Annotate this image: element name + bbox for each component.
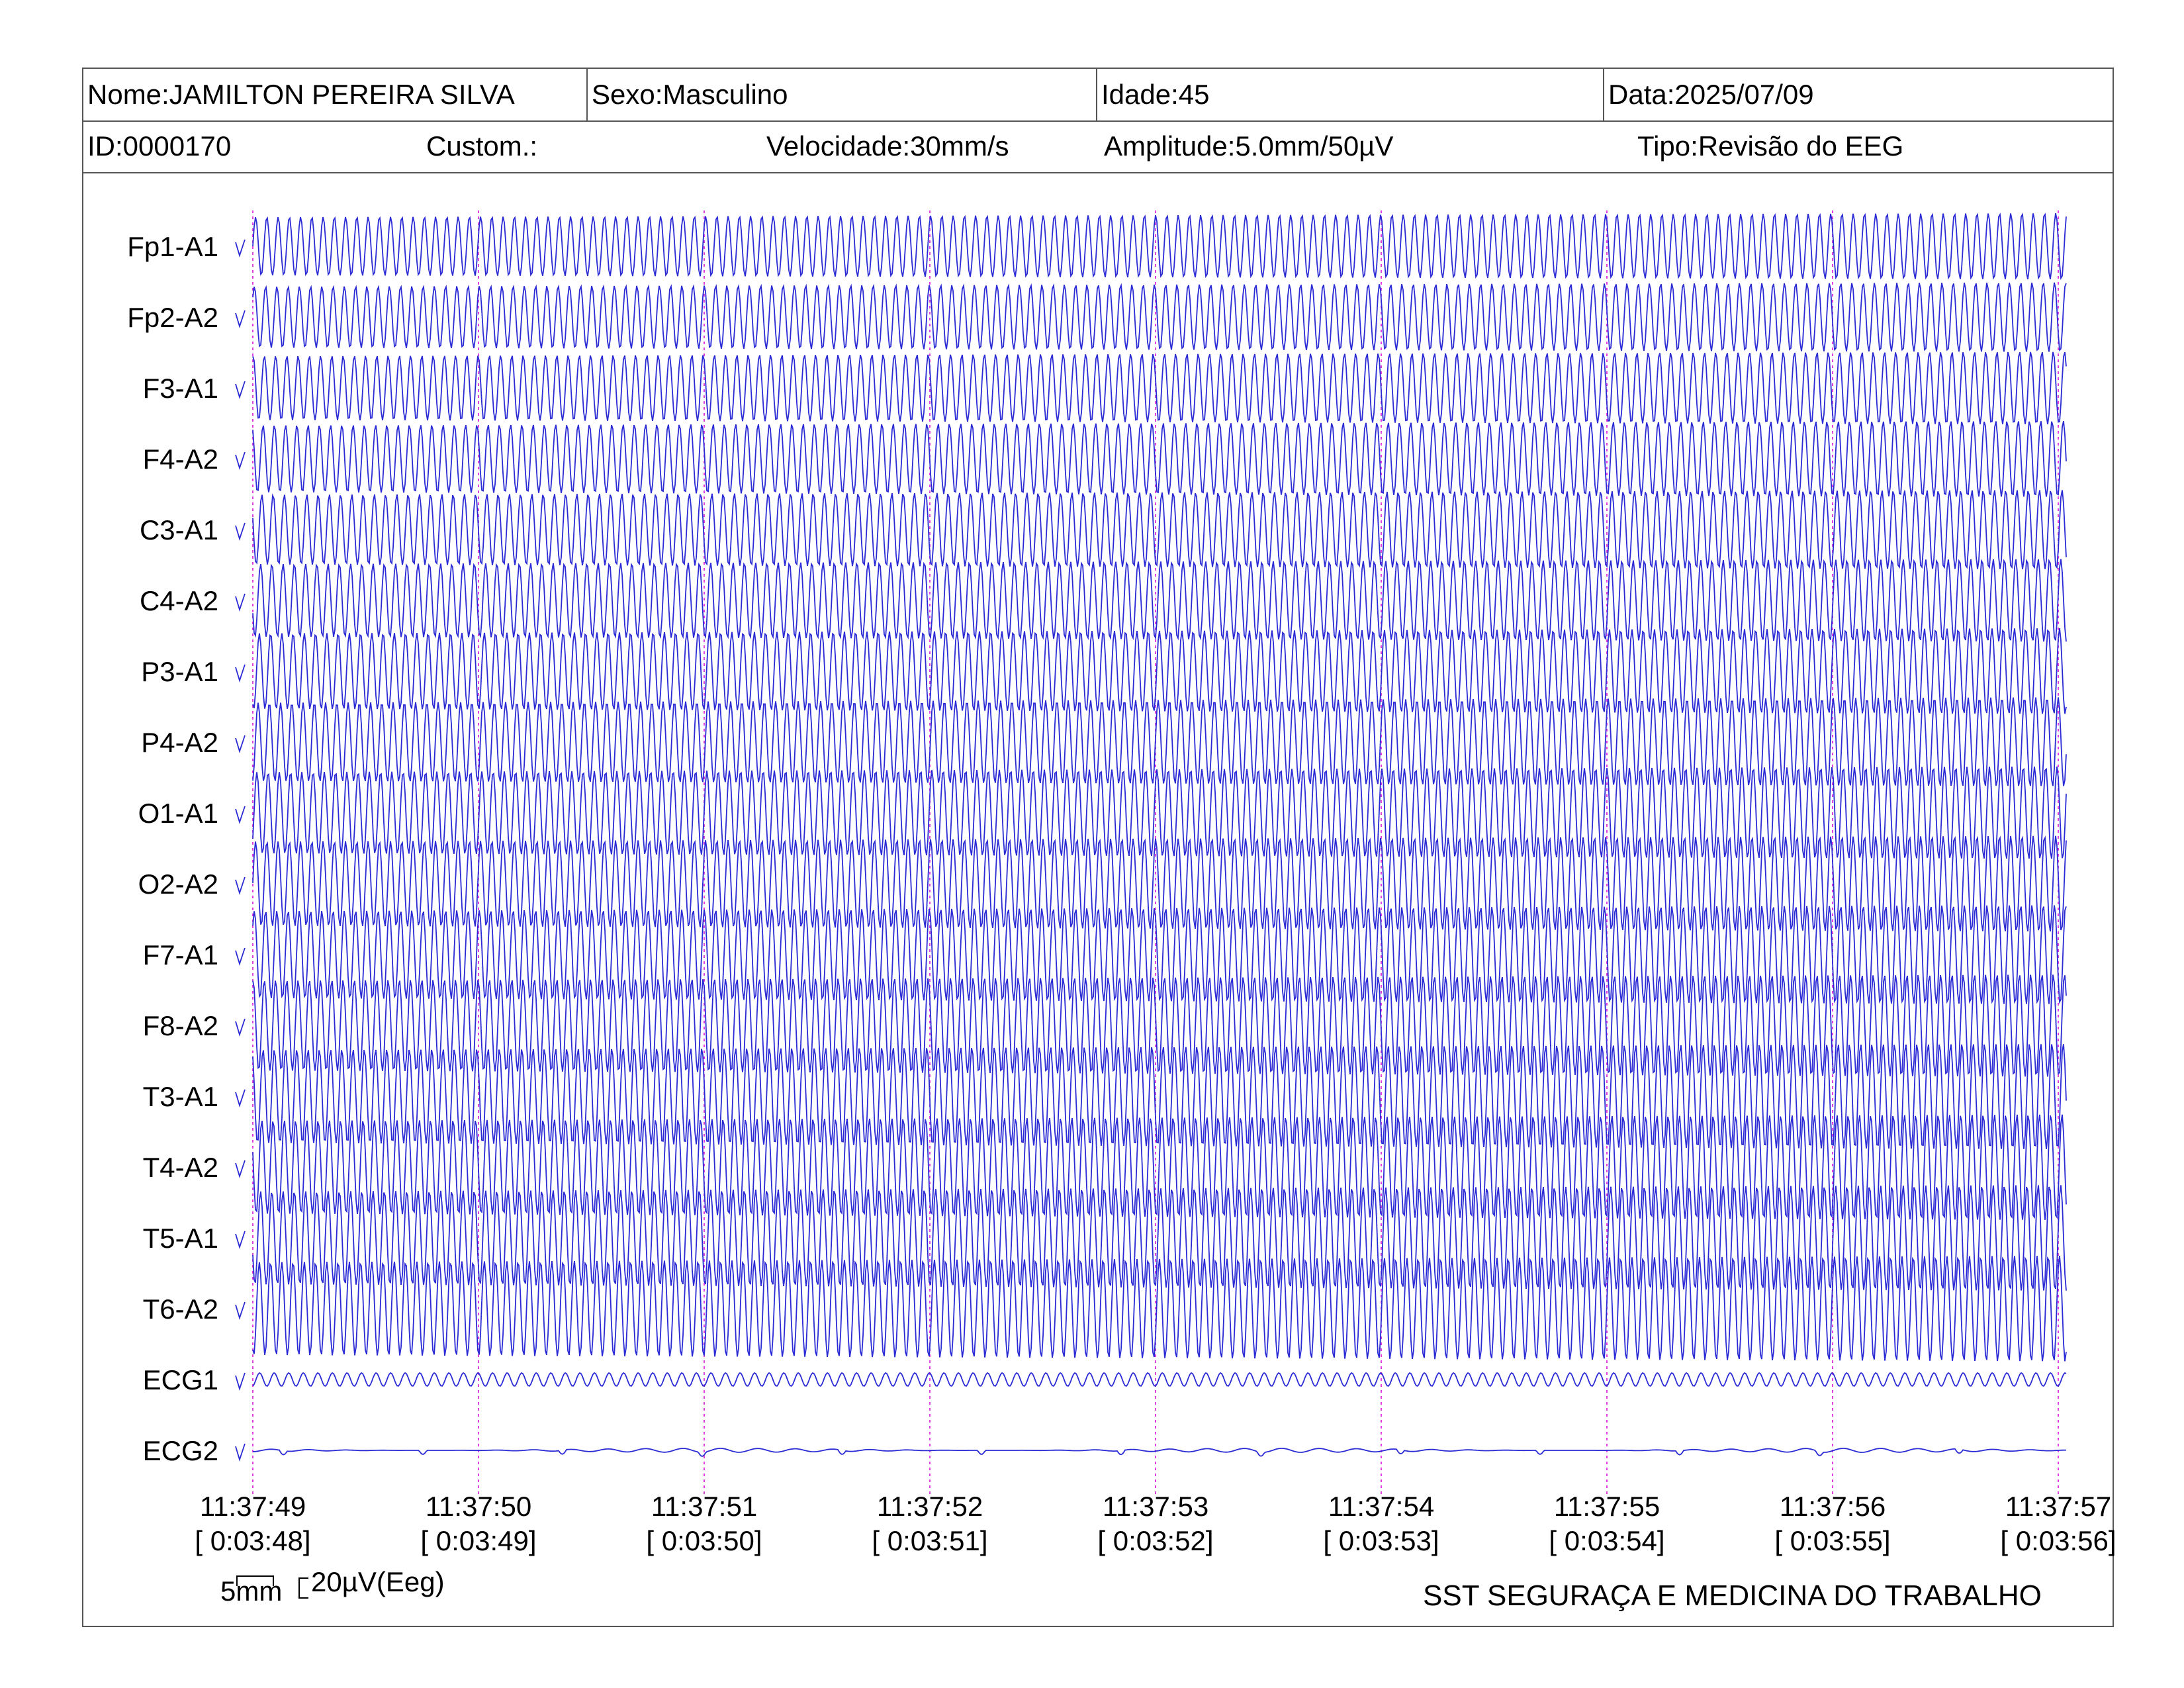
time-tick-elapsed: [ 0:03:48] xyxy=(195,1525,310,1556)
channel-label: Fp1-A1 xyxy=(127,231,218,262)
time-tick-clock: 11:37:57 xyxy=(2005,1491,2111,1522)
patient-name: Nome:JAMILTON PEREIRA SILVA xyxy=(87,79,515,110)
time-tick-elapsed: [ 0:03:50] xyxy=(646,1525,762,1556)
channel-label: T5-A1 xyxy=(143,1223,218,1254)
trace-f4-a2 xyxy=(252,420,2067,497)
trace-t6-a2 xyxy=(252,1256,2067,1362)
channel-label: C4-A2 xyxy=(140,585,218,616)
trace-f3-a1 xyxy=(252,352,2067,425)
time-tick-clock: 11:37:51 xyxy=(651,1491,757,1522)
trace-p4-a2 xyxy=(252,697,2067,786)
time-tick-clock: 11:37:55 xyxy=(1554,1491,1660,1522)
trace-o1-a1 xyxy=(252,766,2067,859)
time-tick-clock: 11:37:54 xyxy=(1328,1491,1434,1522)
trace-ecg2 xyxy=(252,1448,2066,1457)
channel-label: Fp2-A2 xyxy=(127,302,218,333)
trace-t5-a1 xyxy=(252,1185,2067,1291)
channel-label: O2-A2 xyxy=(138,868,218,900)
time-scale-bar xyxy=(236,1575,274,1586)
eeg-traces xyxy=(235,212,2067,1462)
channel-label: O1-A1 xyxy=(138,798,218,829)
trace-start-mark xyxy=(235,1018,246,1037)
time-tick-elapsed: [ 0:03:56] xyxy=(2000,1525,2116,1556)
time-tick-elapsed: [ 0:03:53] xyxy=(1323,1525,1439,1556)
trace-start-mark xyxy=(235,451,246,470)
trace-f7-a1 xyxy=(252,905,2067,1004)
speed-setting: Velocidade:30mm/s xyxy=(766,130,1009,162)
exam-type: Tipo:Revisão do EEG xyxy=(1637,130,1904,162)
trace-t3-a1 xyxy=(252,1044,2067,1149)
trace-start-mark xyxy=(235,310,246,328)
trace-fp1-a1 xyxy=(252,212,2067,280)
trace-start-mark xyxy=(235,735,246,753)
channel-label: ECG2 xyxy=(143,1435,218,1466)
trace-start-mark xyxy=(235,593,246,612)
trace-start-mark xyxy=(235,1443,246,1462)
channel-label: T6-A2 xyxy=(143,1293,218,1325)
trace-start-mark xyxy=(235,1231,246,1249)
trace-start-mark xyxy=(235,947,246,966)
trace-f8-a2 xyxy=(252,974,2067,1077)
trace-start-mark xyxy=(235,522,246,541)
time-tick-elapsed: [ 0:03:52] xyxy=(1097,1525,1213,1556)
time-tick-clock: 11:37:52 xyxy=(877,1491,983,1522)
patient-id: ID:0000170 xyxy=(87,130,232,162)
scale-5mm-label: 5mm xyxy=(220,1575,283,1607)
time-tick-clock: 11:37:49 xyxy=(200,1491,306,1522)
channel-label: T4-A2 xyxy=(143,1152,218,1183)
scale-amplitude-label: 20µV(Eeg) xyxy=(311,1566,445,1597)
trace-start-mark xyxy=(235,239,246,258)
channel-labels: Fp1-A1 Fp2-A2 F3-A1 F4-A2 C3-A1 C4-A2 P3-A1 P4-… xyxy=(127,231,218,1466)
channel-label: F8-A2 xyxy=(143,1010,218,1041)
trace-start-mark xyxy=(235,806,246,824)
trace-fp2-a2 xyxy=(252,282,2067,352)
trace-start-mark xyxy=(235,1160,246,1178)
trace-t4-a2 xyxy=(252,1114,2067,1220)
header-row-1: Nome:JAMILTON PEREIRA SILVA Sexo:Masculi… xyxy=(83,69,2113,122)
time-tick-elapsed: [ 0:03:55] xyxy=(1774,1525,1890,1556)
patient-age: Idade:45 xyxy=(1096,69,1603,120)
amplitude-scale-bar xyxy=(298,1577,308,1599)
channel-label: P4-A2 xyxy=(141,727,218,758)
amplitude-setting: Amplitude:5.0mm/50µV xyxy=(1104,130,1394,162)
trace-ecg1 xyxy=(252,1372,2067,1387)
time-tick-clock: 11:37:56 xyxy=(1780,1491,1886,1522)
channel-label: F3-A1 xyxy=(143,373,218,404)
patient-sex: Sexo:Masculino xyxy=(586,69,1096,120)
trace-c4-a2 xyxy=(252,558,2067,642)
channel-label: F4-A2 xyxy=(143,444,218,475)
time-tick-elapsed: [ 0:03:51] xyxy=(872,1525,987,1556)
report-frame: Nome:JAMILTON PEREIRA SILVA Sexo:Masculi… xyxy=(82,68,2114,1627)
company-footer: SST SEGURAÇA E MEDICINA DO TRABALHO xyxy=(1423,1579,2042,1612)
channel-label: ECG1 xyxy=(143,1364,218,1395)
custom-field: Custom.: xyxy=(426,130,538,162)
time-tick-elapsed: [ 0:03:54] xyxy=(1549,1525,1664,1556)
time-tick-elapsed: [ 0:03:49] xyxy=(420,1525,536,1556)
channel-label: F7-A1 xyxy=(143,939,218,970)
trace-start-mark xyxy=(235,1089,246,1107)
scale-bar xyxy=(236,1575,308,1599)
trace-o2-a2 xyxy=(252,835,2067,932)
trace-c3-a1 xyxy=(252,490,2067,569)
trace-start-mark xyxy=(235,1372,246,1391)
header-row-2: ID:0000170 Custom.: Velocidade:30mm/s Am… xyxy=(83,120,2113,173)
trace-p3-a1 xyxy=(252,628,2067,714)
time-tick-clock: 11:37:53 xyxy=(1103,1491,1208,1522)
trace-start-mark xyxy=(235,664,246,682)
channel-label: P3-A1 xyxy=(141,656,218,687)
trace-start-mark xyxy=(235,876,246,895)
time-tick-clock: 11:37:50 xyxy=(426,1491,531,1522)
channel-label: C3-A1 xyxy=(140,514,218,545)
trace-start-mark xyxy=(235,381,246,399)
channel-label: T3-A1 xyxy=(143,1081,218,1112)
time-tick-labels: 11:37:49[ 0:03:48] 11:37:50[ 0:03:49] 11:3… xyxy=(195,1491,2116,1556)
exam-date: Data:2025/07/09 xyxy=(1603,69,2113,120)
trace-start-mark xyxy=(235,1301,246,1320)
